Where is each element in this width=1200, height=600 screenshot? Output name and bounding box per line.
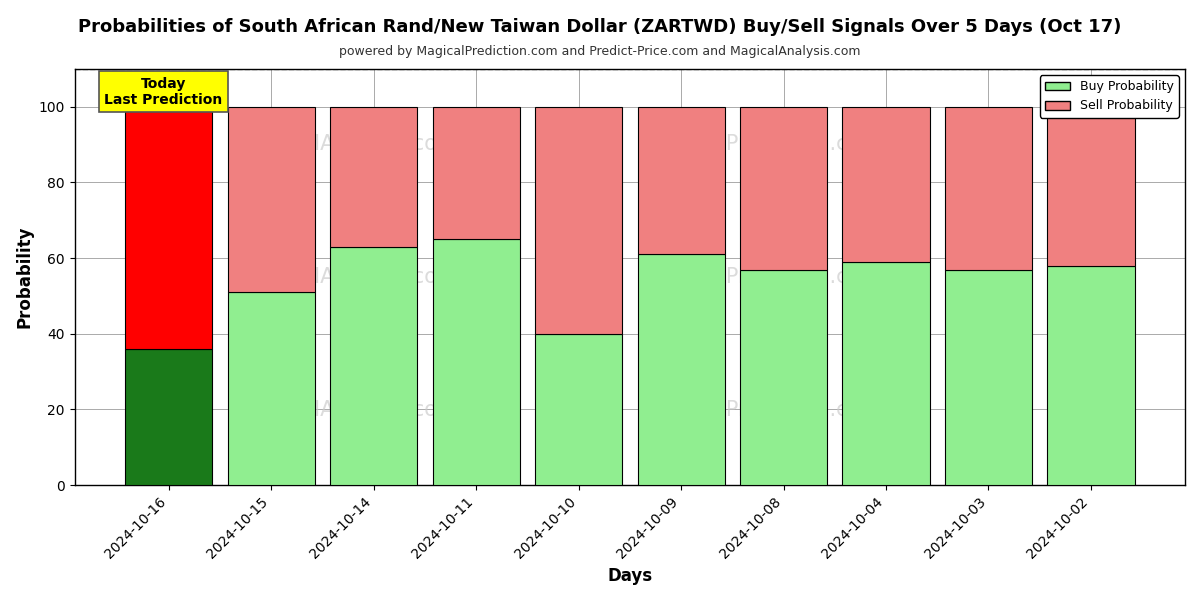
Bar (1048, 266, 1134, 485)
Bar (944, 269, 1032, 485)
Bar (535, 107, 622, 334)
Bar (944, 107, 1032, 269)
Text: MagicalPrediction.com: MagicalPrediction.com (646, 400, 881, 420)
Text: calAnalysis.com: calAnalysis.com (290, 267, 458, 287)
Bar (432, 107, 520, 239)
Text: calAnalysis.com: calAnalysis.com (290, 134, 458, 154)
Bar (432, 239, 520, 485)
Bar (330, 247, 418, 485)
Text: Today
Last Prediction: Today Last Prediction (104, 77, 223, 107)
Text: Probabilities of South African Rand/New Taiwan Dollar (ZARTWD) Buy/Sell Signals : Probabilities of South African Rand/New … (78, 18, 1122, 36)
Bar (228, 292, 314, 485)
Bar (228, 107, 314, 292)
Bar (330, 107, 418, 247)
Text: powered by MagicalPrediction.com and Predict-Price.com and MagicalAnalysis.com: powered by MagicalPrediction.com and Pre… (340, 45, 860, 58)
Bar (535, 334, 622, 485)
Text: MagicalPrediction.com: MagicalPrediction.com (646, 134, 881, 154)
Text: calAnalysis.com: calAnalysis.com (290, 400, 458, 420)
Bar (125, 349, 212, 485)
Bar (125, 107, 212, 349)
Bar (637, 107, 725, 254)
Bar (1048, 107, 1134, 266)
Y-axis label: Probability: Probability (16, 226, 34, 328)
Text: MagicalPrediction.com: MagicalPrediction.com (646, 267, 881, 287)
Bar (842, 262, 930, 485)
Bar (740, 269, 827, 485)
Bar (842, 107, 930, 262)
Bar (637, 254, 725, 485)
X-axis label: Days: Days (607, 567, 653, 585)
Legend: Buy Probability, Sell Probability: Buy Probability, Sell Probability (1040, 75, 1178, 118)
Bar (740, 107, 827, 269)
